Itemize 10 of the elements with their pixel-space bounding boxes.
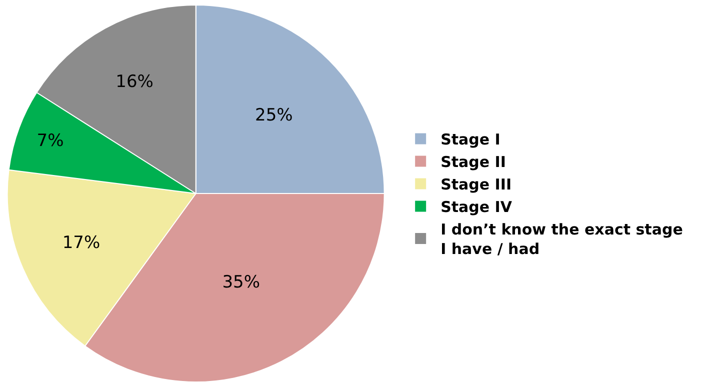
legend-label: Stage II [440, 153, 506, 172]
data-label: 16% [116, 72, 154, 92]
legend-label: Stage III [440, 176, 512, 194]
legend-label: I don’t know the exact stage I have / had [440, 220, 683, 258]
data-label: 17% [62, 233, 100, 254]
data-label: 7% [36, 131, 64, 152]
data-label: 25% [255, 105, 293, 126]
legend-label: Stage I [440, 130, 500, 149]
data-label: 35% [222, 272, 260, 292]
legend-label: Stage IV [440, 198, 512, 216]
